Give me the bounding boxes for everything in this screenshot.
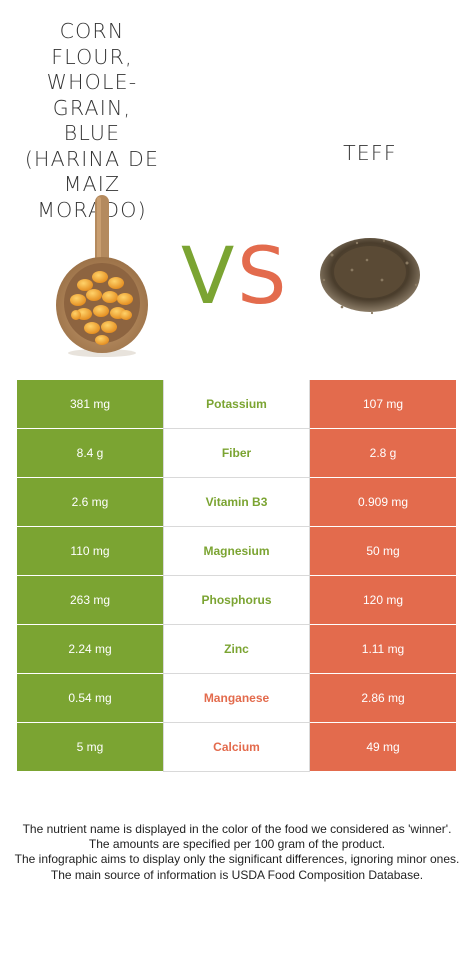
- left-value-cell: 5 mg: [17, 723, 163, 771]
- nutrient-name-cell: Phosphorus: [163, 576, 310, 624]
- row-divider-mid: [163, 722, 310, 723]
- table-row: 5 mg Calcium 49 mg: [17, 723, 456, 771]
- row-divider-mid: [163, 575, 310, 576]
- footnote-source: The main source of information is USDA F…: [50, 867, 424, 882]
- nutrient-name-cell: Calcium: [163, 723, 310, 771]
- table-row: 110 mg Magnesium 50 mg: [17, 527, 456, 575]
- left-value-cell: 8.4 g: [17, 429, 163, 477]
- row-divider-mid: [163, 477, 310, 478]
- left-food-title: Corn flour, whole-grain, blue (harina de…: [24, 19, 160, 222]
- table-bottom-border: [163, 771, 310, 772]
- footnote-significance: The infographic aims to display only the…: [14, 852, 460, 867]
- right-food-title: Teff: [343, 141, 397, 165]
- left-value-cell: 2.24 mg: [17, 625, 163, 673]
- table-row: 381 mg Potassium 107 mg: [17, 380, 456, 428]
- right-value-cell: 50 mg: [310, 527, 456, 575]
- right-value-cell: 1.11 mg: [310, 625, 456, 673]
- row-divider-mid: [163, 624, 310, 625]
- row-divider-mid: [163, 526, 310, 527]
- nutrient-name-cell: Manganese: [163, 674, 310, 722]
- left-value-cell: 381 mg: [17, 380, 163, 428]
- table-row: 2.24 mg Zinc 1.11 mg: [17, 625, 456, 673]
- row-divider-mid: [163, 673, 310, 674]
- footnotes: The nutrient name is displayed in the co…: [14, 822, 460, 883]
- right-value-cell: 120 mg: [310, 576, 456, 624]
- teff-grains: [322, 239, 418, 315]
- right-value-cell: 49 mg: [310, 723, 456, 771]
- table-row: 263 mg Phosphorus 120 mg: [17, 576, 456, 624]
- corn-spoon-image: [56, 195, 148, 357]
- row-divider-mid: [163, 428, 310, 429]
- table-row: 0.54 mg Manganese 2.86 mg: [17, 674, 456, 722]
- nutrient-name-cell: Magnesium: [163, 527, 310, 575]
- nutrient-name-cell: Vitamin B3: [163, 478, 310, 526]
- corn-kernels: [70, 271, 133, 345]
- left-value-cell: 263 mg: [17, 576, 163, 624]
- nutrient-name-cell: Fiber: [163, 429, 310, 477]
- vs-s-letter: S: [237, 233, 287, 313]
- left-value-cell: 0.54 mg: [17, 674, 163, 722]
- right-value-cell: 0.909 mg: [310, 478, 456, 526]
- table-row: 2.6 mg Vitamin B3 0.909 mg: [17, 478, 456, 526]
- right-value-cell: 2.8 g: [310, 429, 456, 477]
- right-value-cell: 107 mg: [310, 380, 456, 428]
- column-border: [309, 380, 310, 771]
- column-border: [163, 380, 164, 771]
- table-row: 8.4 g Fiber 2.8 g: [17, 429, 456, 477]
- footnote-amounts: The amounts are specified per 100 gram o…: [88, 837, 386, 852]
- nutrient-name-cell: Zinc: [163, 625, 310, 673]
- footnote-winner-color: The nutrient name is displayed in the co…: [22, 822, 452, 836]
- teff-pile-image: [320, 238, 420, 315]
- nutrient-name-cell: Potassium: [163, 380, 310, 428]
- right-value-cell: 2.86 mg: [310, 674, 456, 722]
- vs-v-letter: V: [181, 233, 234, 313]
- vs-label: V S: [181, 233, 287, 313]
- left-value-cell: 110 mg: [17, 527, 163, 575]
- left-value-cell: 2.6 mg: [17, 478, 163, 526]
